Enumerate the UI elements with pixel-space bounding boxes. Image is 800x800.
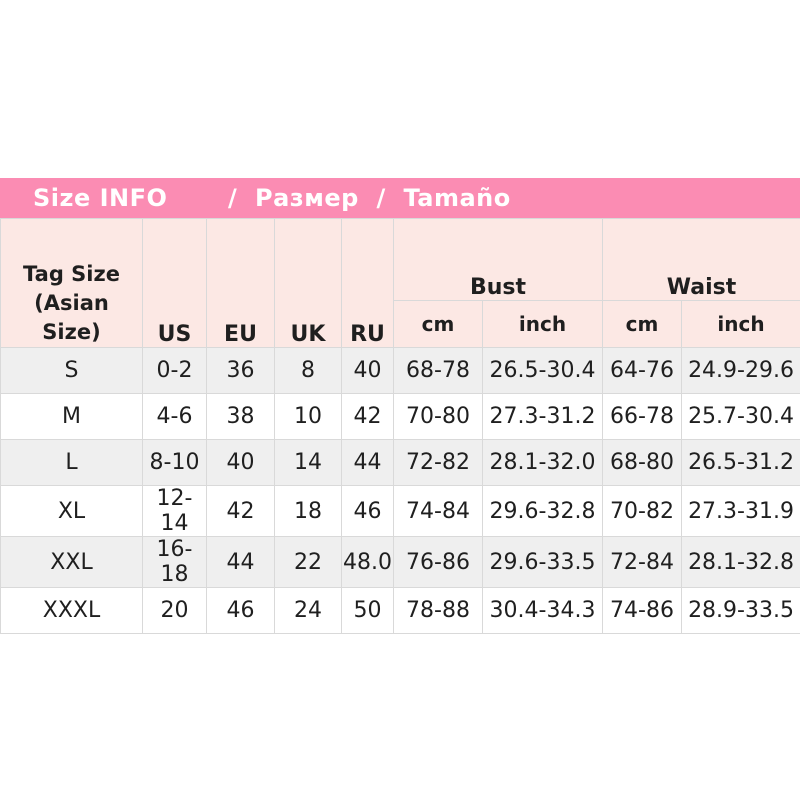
cell-bust-inch: 30.4-34.3 [481,587,604,634]
cell-eu: 46 [206,587,275,634]
size-row-l: L 8-10 40 14 44 72-82 28.1-32.0 68-80 26… [0,439,800,486]
cell-waist-cm: 68-80 [602,439,683,486]
cell-waist-cm: 64-76 [602,347,683,394]
cell-waist-inch: 27.3-31.9 [681,485,800,537]
cell-ru: 40 [341,347,394,394]
cell-us: 12-14 [142,485,207,537]
cell-us: 8-10 [142,439,207,486]
size-chart-table: Tag Size (Asian Size) US EU UK RU Bust W… [0,218,800,634]
cell-bust-inch: 29.6-33.5 [481,536,604,588]
cell-tag: M [0,393,143,440]
cell-tag: XL [0,485,143,537]
cell-us: 4-6 [142,393,207,440]
size-row-xxxl: XXXL 20 46 24 50 78-88 30.4-34.3 74-86 2… [0,587,800,634]
cell-eu: 36 [206,347,275,394]
cell-bust-cm: 78-88 [393,587,483,634]
cell-uk: 18 [274,485,342,537]
cell-bust-cm: 72-82 [393,439,483,486]
cell-bust-inch: 29.6-32.8 [481,485,604,537]
header-us: US [142,218,207,348]
size-row-xxl: XXL 16-18 44 22 48.0 76-86 29.6-33.5 72-… [0,536,800,588]
cell-eu: 42 [206,485,275,537]
cell-tag: XXL [0,536,143,588]
cell-ru: 46 [341,485,394,537]
cell-tag: L [0,439,143,486]
cell-bust-cm: 70-80 [393,393,483,440]
cell-waist-inch: 28.1-32.8 [681,536,800,588]
cell-ru: 50 [341,587,394,634]
cell-waist-inch: 24.9-29.6 [681,347,800,394]
cell-waist-cm: 72-84 [602,536,683,588]
cell-us: 20 [142,587,207,634]
header-bust-inch: inch [481,300,604,348]
header-row-units: cm inch cm inch [1,300,800,348]
cell-waist-inch: 26.5-31.2 [681,439,800,486]
cell-tag: S [0,347,143,394]
header-waist: Waist [602,218,800,301]
size-info-title-bar: Size INFO / Размер / Tamaño [0,178,800,218]
cell-ru: 44 [341,439,394,486]
cell-uk: 14 [274,439,342,486]
cell-bust-inch: 27.3-31.2 [481,393,604,440]
cell-bust-inch: 28.1-32.0 [481,439,604,486]
cell-bust-inch: 26.5-30.4 [481,347,604,394]
cell-tag: XXXL [0,587,143,634]
cell-uk: 10 [274,393,342,440]
header-bust: Bust [392,218,604,301]
cell-eu: 44 [206,536,275,588]
cell-bust-cm: 68-78 [393,347,483,394]
header-waist-inch: inch [681,300,800,348]
cell-eu: 40 [206,439,275,486]
cell-uk: 24 [274,587,342,634]
cell-eu: 38 [206,393,275,440]
size-row-s: S 0-2 36 8 40 68-78 26.5-30.4 64-76 24.9… [0,347,800,394]
size-chart-block: Size INFO / Размер / Tamaño Tag Size (As… [0,178,800,634]
cell-waist-inch: 28.9-33.5 [681,587,800,634]
cell-waist-cm: 74-86 [602,587,683,634]
header-ru: RU [341,218,394,348]
header-uk: UK [274,218,342,348]
header-waist-cm: cm [602,300,683,348]
header-eu: EU [206,218,275,348]
cell-uk: 8 [274,347,342,394]
cell-ru: 42 [341,393,394,440]
header-tag-size: Tag Size (Asian Size) [0,218,143,348]
header-bust-cm: cm [393,300,483,348]
cell-us: 0-2 [142,347,207,394]
header-row-groups: Tag Size (Asian Size) US EU UK RU Bust W… [0,218,800,348]
cell-waist-inch: 25.7-30.4 [681,393,800,440]
title-translations: / Размер / Tamaño [228,184,511,212]
title-size-info: Size INFO [33,184,168,212]
cell-uk: 22 [274,536,342,588]
cell-us: 16-18 [142,536,207,588]
cell-waist-cm: 70-82 [602,485,683,537]
cell-ru: 48.0 [341,536,394,588]
size-row-m: M 4-6 38 10 42 70-80 27.3-31.2 66-78 25.… [0,393,800,440]
cell-waist-cm: 66-78 [602,393,683,440]
cell-bust-cm: 76-86 [393,536,483,588]
cell-bust-cm: 74-84 [393,485,483,537]
size-row-xl: XL 12-14 42 18 46 74-84 29.6-32.8 70-82 … [0,485,800,537]
